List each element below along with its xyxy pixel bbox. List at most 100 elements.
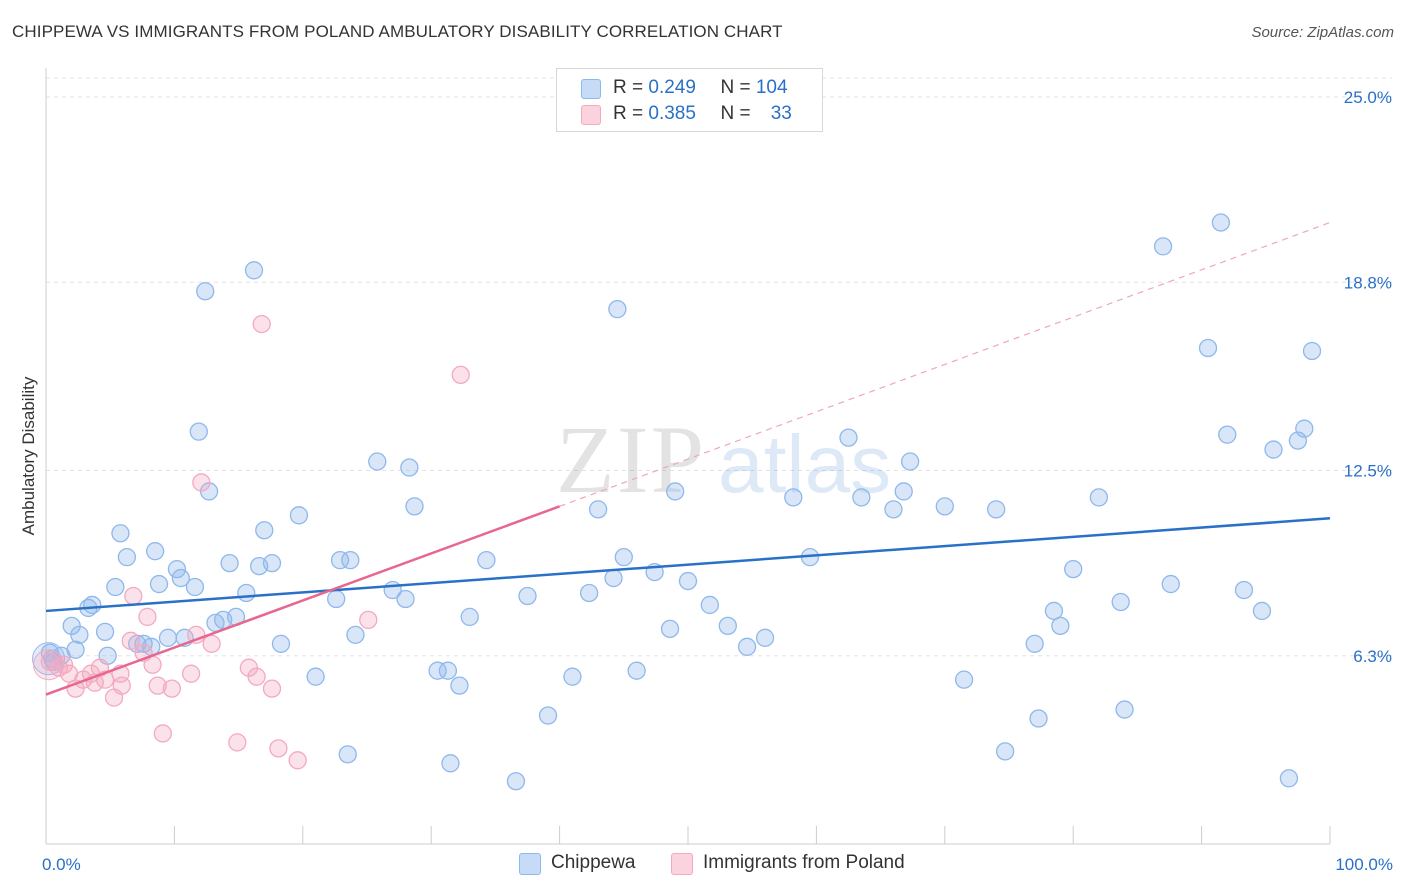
chippewa-point bbox=[189, 422, 208, 441]
chippewa-point bbox=[839, 428, 858, 447]
chippewa-point bbox=[396, 589, 415, 609]
chippewa-point bbox=[604, 568, 623, 588]
poland-point bbox=[359, 610, 378, 630]
chippewa-point bbox=[935, 497, 954, 516]
chippewa-point bbox=[327, 589, 346, 609]
chippewa-point bbox=[66, 640, 85, 659]
chippewa-point bbox=[1089, 488, 1109, 507]
chippewa-point bbox=[477, 550, 496, 570]
chippewa-point bbox=[237, 583, 256, 603]
y-tick-label: 25.0% bbox=[1344, 88, 1392, 107]
bottom-legend-label: Immigrants from Poland bbox=[703, 852, 905, 873]
chippewa-point bbox=[614, 548, 633, 567]
poland-point bbox=[202, 634, 221, 653]
chippewa-point bbox=[220, 553, 239, 573]
y-tick-label: 18.8% bbox=[1344, 273, 1392, 292]
chippewa-point bbox=[755, 628, 775, 647]
legend-n-label: N = bbox=[720, 77, 756, 98]
chippewa-point bbox=[338, 745, 357, 764]
chippewa-point bbox=[588, 500, 608, 519]
chippewa-point bbox=[1064, 559, 1083, 579]
chippewa-point bbox=[450, 676, 469, 695]
chippewa-point bbox=[196, 282, 215, 301]
tick-labels: 6.3% 12.5% 18.8% 25.0% 0.0% 100.0% bbox=[42, 88, 1393, 874]
chippewa-point bbox=[995, 742, 1015, 761]
poland-point bbox=[148, 676, 167, 695]
chippewa-point bbox=[1111, 592, 1130, 612]
bottom-legend-label: Chippewa bbox=[551, 852, 636, 873]
chippewa-point bbox=[608, 299, 627, 319]
chippewa-point bbox=[70, 625, 89, 644]
chippewa-point bbox=[171, 568, 190, 588]
chippewa-point bbox=[1153, 237, 1173, 256]
poland-point bbox=[252, 314, 271, 334]
chippewa-point bbox=[1252, 601, 1272, 621]
chippewa-point bbox=[1198, 338, 1218, 358]
correlation-legend: R = 0.249 N = 104 R = 0.385 N = 33 bbox=[556, 68, 823, 132]
chippewa-point bbox=[117, 548, 137, 567]
series-chippewa bbox=[32, 213, 1322, 791]
poland-trend-line bbox=[45, 505, 561, 696]
poland-point bbox=[192, 473, 211, 492]
chippewa-point bbox=[900, 452, 920, 471]
legend-swatch-poland bbox=[581, 105, 601, 125]
source-label: Source: ZipAtlas.com bbox=[1251, 24, 1394, 41]
chippewa-point bbox=[106, 577, 125, 597]
chippewa-point bbox=[400, 458, 419, 477]
y-tick-label: 6.3% bbox=[1353, 647, 1392, 666]
legend-n-value: 33 bbox=[770, 103, 792, 124]
x-tick-label: 100.0% bbox=[1335, 855, 1393, 874]
chippewa-point bbox=[341, 550, 360, 570]
y-axis-label: Ambulatory Disability bbox=[19, 376, 38, 535]
chippewa-point bbox=[1029, 709, 1048, 728]
chippewa-point bbox=[1218, 425, 1237, 444]
bottom-legend-swatch-chippewa bbox=[519, 853, 541, 875]
chippewa-point bbox=[271, 634, 291, 653]
chippewa-point bbox=[1302, 341, 1322, 361]
chart-title: CHIPPEWA VS IMMIGRANTS FROM POLAND AMBUL… bbox=[12, 22, 783, 41]
watermark-atlas: atlas bbox=[718, 419, 891, 510]
chippewa-point bbox=[262, 553, 282, 573]
poland-point bbox=[40, 652, 60, 671]
chippewa-point bbox=[538, 706, 558, 725]
chippewa-point bbox=[1295, 419, 1314, 438]
chippewa-point bbox=[95, 622, 115, 642]
chippewa-point bbox=[506, 772, 526, 791]
legend-r-label: R = bbox=[613, 77, 649, 98]
poland-point bbox=[288, 751, 307, 770]
chippewa-point bbox=[428, 661, 447, 680]
chippewa-point bbox=[884, 500, 903, 519]
chippewa-point bbox=[987, 500, 1006, 519]
chippewa-point bbox=[852, 488, 871, 507]
chippewa-point bbox=[438, 661, 458, 680]
legend-n-label: N = bbox=[720, 103, 756, 124]
chippewa-point bbox=[563, 667, 582, 686]
legend-r-label: R = bbox=[613, 103, 649, 124]
legend-n-value: 104 bbox=[755, 77, 788, 98]
poland-point bbox=[262, 679, 282, 698]
chippewa-point bbox=[784, 488, 803, 507]
chippewa-point bbox=[255, 521, 274, 540]
chippewa-point bbox=[244, 261, 264, 280]
series-immigrants-from-poland bbox=[33, 314, 470, 770]
poland-point bbox=[112, 676, 131, 695]
chippewa-point bbox=[460, 607, 479, 627]
bottom-legend-swatch-poland bbox=[671, 853, 693, 875]
poland-point bbox=[451, 365, 470, 385]
chippewa-point bbox=[660, 619, 680, 639]
chippewa-point bbox=[1161, 574, 1180, 594]
chippewa-point bbox=[700, 595, 719, 615]
chippewa-point bbox=[1279, 769, 1299, 788]
watermark-zip: ZIP bbox=[556, 406, 706, 513]
chippewa-point bbox=[1051, 616, 1070, 636]
chippewa-point bbox=[83, 595, 102, 615]
poland-point bbox=[247, 667, 266, 686]
chippewa-point bbox=[579, 583, 599, 603]
poland-point bbox=[162, 679, 181, 698]
chippewa-point bbox=[158, 628, 178, 647]
chippewa-point bbox=[1234, 580, 1254, 600]
chippewa-point bbox=[149, 574, 169, 594]
chippewa-point bbox=[718, 616, 737, 636]
gridlines bbox=[46, 77, 1392, 657]
